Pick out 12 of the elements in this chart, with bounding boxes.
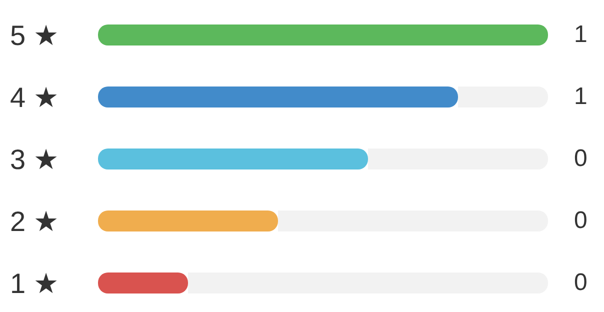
text: 0	[574, 207, 588, 234]
y-tick-label: 4 ★	[10, 82, 58, 113]
text: 1	[574, 21, 588, 48]
bar	[98, 24, 548, 46]
text: 0	[574, 269, 588, 296]
y-tick-label: 2 ★	[10, 206, 58, 237]
y-tick-label: 3 ★	[10, 144, 58, 175]
bar	[98, 272, 188, 294]
text: 0	[574, 145, 588, 172]
text: 1	[574, 83, 588, 110]
y-tick-label: 1 ★	[10, 268, 58, 299]
y-tick-label: 5 ★	[10, 20, 58, 51]
